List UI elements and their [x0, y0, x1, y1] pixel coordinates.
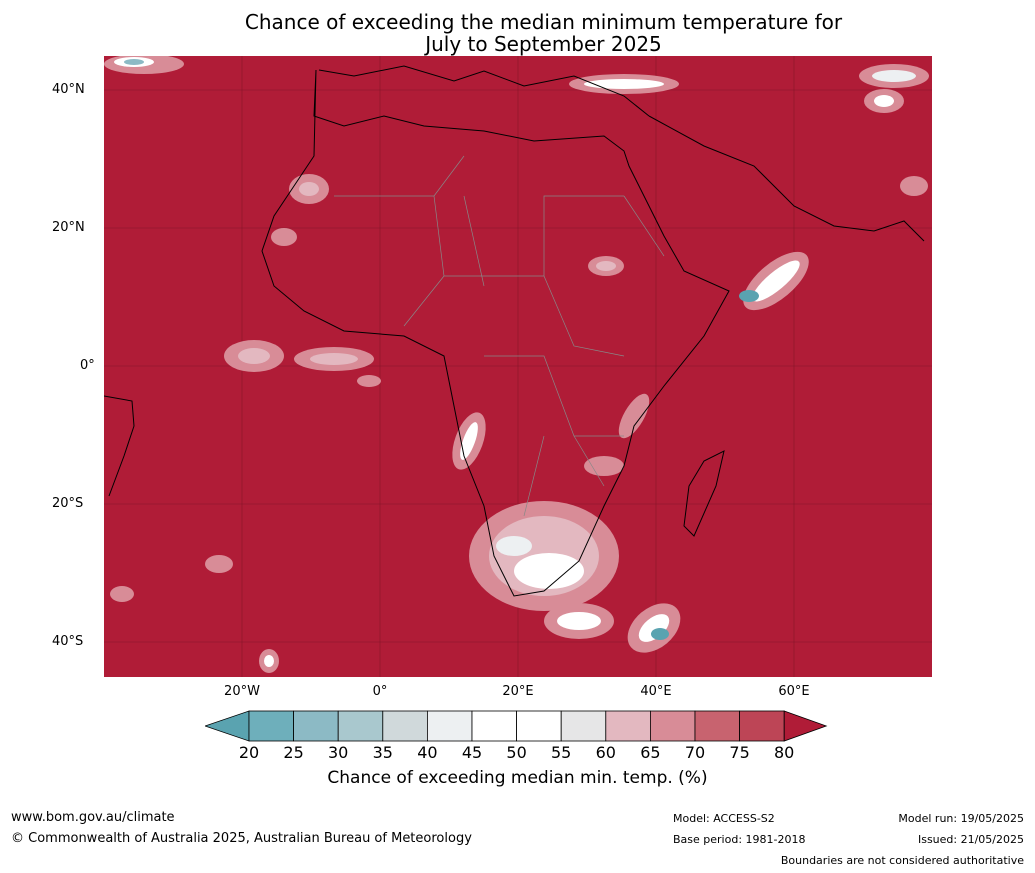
lon-label-40E: 40°E [640, 684, 672, 699]
colorbar-tick-label: 45 [461, 743, 483, 762]
colorbar-tick-label: 25 [283, 743, 304, 762]
footer-website: www.bom.gov.au/climate [11, 810, 175, 825]
colorbar-cell [293, 710, 339, 742]
colorbar-tick-label: 35 [372, 743, 393, 762]
footer-boundaries: Boundaries are not considered authoritat… [780, 854, 1024, 867]
colorbar-cell [694, 710, 740, 742]
colorbar-extend-low [205, 710, 250, 742]
lon-label-0: 0° [372, 684, 388, 699]
lat-label-40N: 40°N [52, 82, 85, 97]
footer-copyright: © Commonwealth of Australia 2025, Austra… [11, 831, 472, 846]
colorbar-tick-label: 65 [640, 743, 661, 762]
colorbar-cell [739, 710, 785, 742]
colorbar-cell [649, 710, 696, 742]
probability-patches [104, 56, 929, 673]
lon-label-20W: 20°W [224, 684, 260, 699]
colorbar-tick-label: 40 [417, 743, 438, 762]
lat-label-0: 0° [80, 358, 95, 373]
colorbar-tick-label: 80 [774, 743, 795, 762]
colorbar-tick-label: 50 [506, 743, 527, 762]
lat-label-40S: 40°S [52, 634, 84, 649]
footer-issued: Issued: 21/05/2025 [917, 833, 1024, 846]
lon-label-60E: 60°E [778, 684, 810, 699]
colorbar-cell [382, 710, 428, 742]
colorbar-tick-label: 60 [595, 743, 616, 762]
colorbar-cell [426, 710, 473, 742]
footer-model-run: Model run: 19/05/2025 [898, 812, 1024, 825]
country-borders [334, 155, 665, 517]
colorbar-extend-high [783, 710, 828, 742]
colorbar-tick-label: 55 [551, 743, 572, 762]
colorbar-tick-label: 75 [729, 743, 750, 762]
lon-label-20E: 20°E [502, 684, 534, 699]
probability-map [104, 56, 932, 677]
lat-label-20N: 20°N [52, 220, 85, 235]
colorbar-cell [337, 710, 384, 742]
colorbar-cell [516, 710, 562, 742]
colorbar-cell [471, 710, 517, 742]
colorbar-tick-label: 30 [328, 743, 349, 762]
footer-base-period: Base period: 1981-2018 [673, 833, 806, 846]
map-title-line-2: July to September 2025 [425, 32, 662, 56]
coastlines [104, 65, 925, 597]
colorbar-title: Chance of exceeding median min. temp. (%… [327, 768, 708, 788]
colorbar-cell [248, 710, 294, 742]
map-title-line-1: Chance of exceeding the median minimum t… [244, 10, 843, 34]
lat-label-20S: 20°S [52, 496, 84, 511]
colorbar-tick-label: 70 [684, 743, 706, 762]
colorbar-cell [605, 710, 651, 742]
colorbar-tick-label: 20 [238, 743, 260, 762]
footer-model: Model: ACCESS-S2 [673, 812, 775, 825]
colorbar-cell [560, 710, 607, 742]
colorbar [205, 710, 828, 742]
